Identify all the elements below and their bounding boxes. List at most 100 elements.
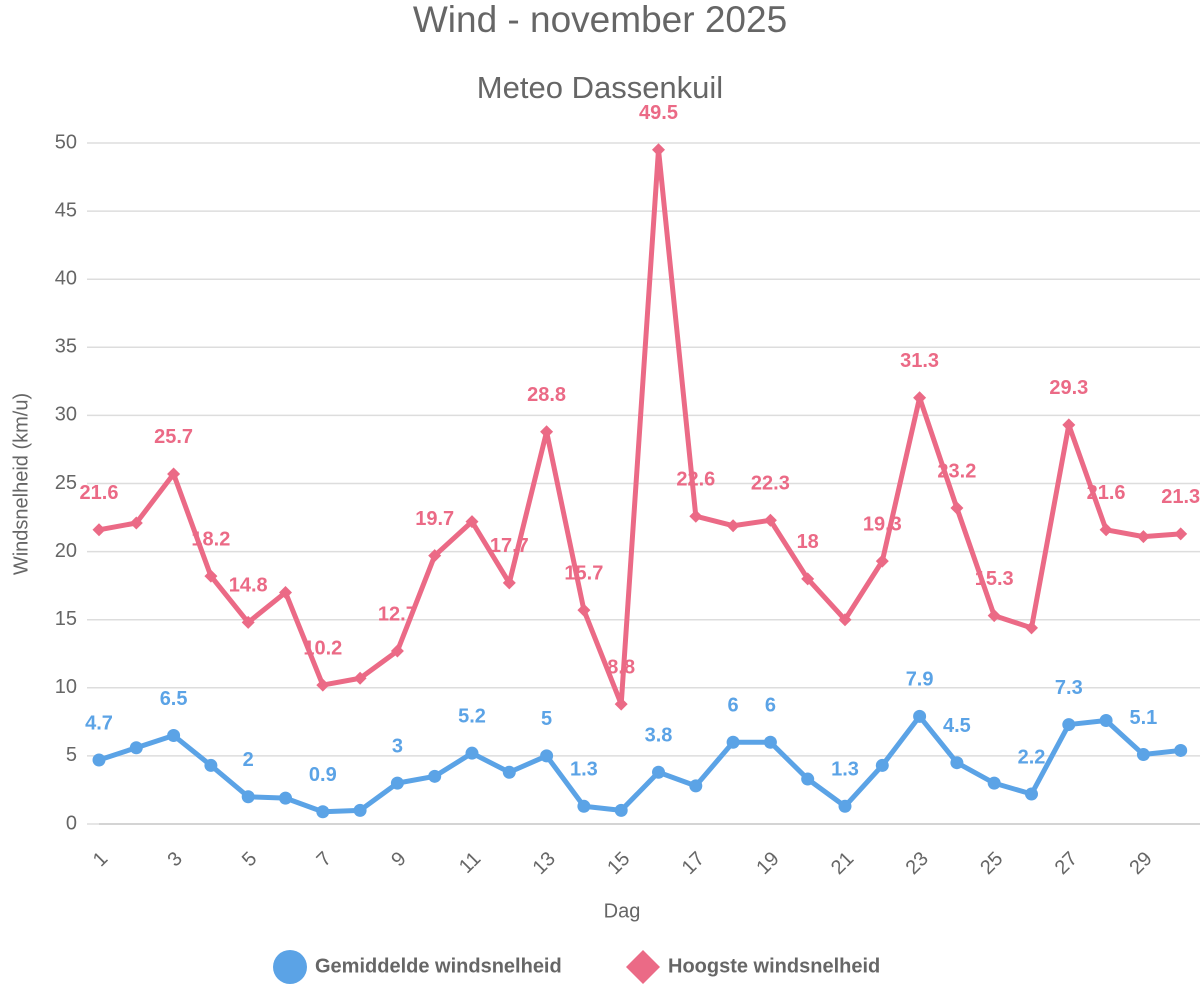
data-point <box>167 467 181 481</box>
data-point <box>540 749 554 763</box>
data-label: 2.2 <box>1018 746 1046 768</box>
data-label: 3 <box>392 735 403 757</box>
data-point <box>1174 527 1188 541</box>
data-label: 21.6 <box>80 482 119 504</box>
x-tick-label: 15 <box>603 848 634 879</box>
data-label: 6 <box>728 695 739 717</box>
data-point <box>801 572 815 586</box>
y-tick-label: 15 <box>55 608 77 630</box>
data-point <box>540 425 554 439</box>
series-line <box>98 147 1181 707</box>
data-point <box>875 758 889 772</box>
data-point <box>204 758 218 772</box>
data-point <box>577 799 591 813</box>
data-label: 28.8 <box>527 384 566 406</box>
data-label: 22.3 <box>751 473 790 495</box>
x-tick-label: 17 <box>678 848 709 879</box>
data-point <box>465 746 479 760</box>
x-tick-label: 21 <box>827 848 858 879</box>
data-point <box>801 772 815 786</box>
data-point <box>1025 787 1038 801</box>
data-label: 1.3 <box>831 759 859 781</box>
data-point <box>913 709 927 723</box>
data-label: 4.7 <box>85 712 113 734</box>
y-tick-label: 0 <box>66 812 77 834</box>
data-point <box>465 515 479 529</box>
x-tick-label: 27 <box>1051 848 1082 879</box>
data-label: 1.3 <box>570 759 598 781</box>
data-point <box>1136 530 1150 544</box>
data-point <box>838 613 852 627</box>
x-tick-label: 13 <box>529 848 560 879</box>
data-point <box>577 603 591 617</box>
data-label: 6 <box>765 695 776 717</box>
data-label: 23.2 <box>937 460 976 482</box>
data-label: 2 <box>243 749 254 771</box>
x-axis-title: Dag <box>604 900 641 922</box>
data-point <box>875 554 889 568</box>
data-point <box>353 803 367 817</box>
data-label: 5 <box>541 708 552 730</box>
x-tick-label: 29 <box>1125 848 1156 879</box>
legend-marker <box>273 950 307 984</box>
data-point <box>689 509 703 523</box>
data-label: 19.3 <box>863 513 902 535</box>
legend-label: Hoogste windsnelheid <box>668 955 880 977</box>
data-point <box>241 615 255 629</box>
data-label: 21.3 <box>1161 486 1200 508</box>
chart-subtitle: Meteo Dassenkuil <box>477 70 723 105</box>
data-point <box>502 765 516 779</box>
data-label: 31.3 <box>900 350 939 372</box>
data-label: 7.9 <box>906 669 934 691</box>
data-label: 15.7 <box>564 562 603 584</box>
data-point <box>167 728 181 742</box>
data-point <box>763 513 777 527</box>
data-point <box>1099 523 1113 537</box>
chart-title: Wind - november 2025 <box>413 0 787 40</box>
data-point <box>1025 621 1038 635</box>
data-point <box>652 143 665 157</box>
data-point <box>316 805 330 819</box>
y-axis-title: Windsnelheid (km/u) <box>10 393 32 575</box>
data-label: 17.7 <box>490 535 529 557</box>
data-point <box>1062 418 1076 432</box>
data-point <box>726 519 740 533</box>
data-point <box>950 756 964 770</box>
data-point <box>987 609 1001 623</box>
data-label: 3.8 <box>645 725 673 747</box>
data-point <box>92 523 106 537</box>
x-tick-label: 7 <box>313 848 336 871</box>
data-label: 0.9 <box>309 764 337 786</box>
data-point <box>838 799 852 813</box>
y-tick-label: 30 <box>55 404 77 426</box>
data-point <box>279 791 292 805</box>
data-label: 10.2 <box>303 637 342 659</box>
data-point <box>353 671 367 685</box>
data-point <box>129 741 143 755</box>
data-label: 14.8 <box>229 575 268 597</box>
data-point <box>390 644 404 658</box>
x-tick-label: 3 <box>163 848 186 871</box>
y-tick-label: 20 <box>55 540 77 562</box>
data-point <box>1174 743 1188 757</box>
data-label: 29.3 <box>1049 377 1088 399</box>
data-point <box>614 697 628 711</box>
data-point <box>689 779 703 793</box>
data-label: 25.7 <box>154 426 193 448</box>
data-label: 12.7 <box>378 603 417 625</box>
data-point <box>502 576 516 590</box>
data-point <box>913 391 927 405</box>
x-tick-label: 11 <box>455 848 485 878</box>
data-label: 19.7 <box>415 508 454 530</box>
data-point <box>316 678 330 692</box>
data-label: 8.8 <box>607 656 635 678</box>
y-tick-label: 25 <box>55 472 77 494</box>
data-point <box>652 765 665 779</box>
data-point <box>279 585 292 599</box>
data-label: 22.6 <box>676 468 715 490</box>
x-tick-label: 23 <box>902 848 933 879</box>
data-point <box>390 776 404 790</box>
data-label: 21.6 <box>1087 482 1126 504</box>
data-label: 5.1 <box>1129 707 1157 729</box>
